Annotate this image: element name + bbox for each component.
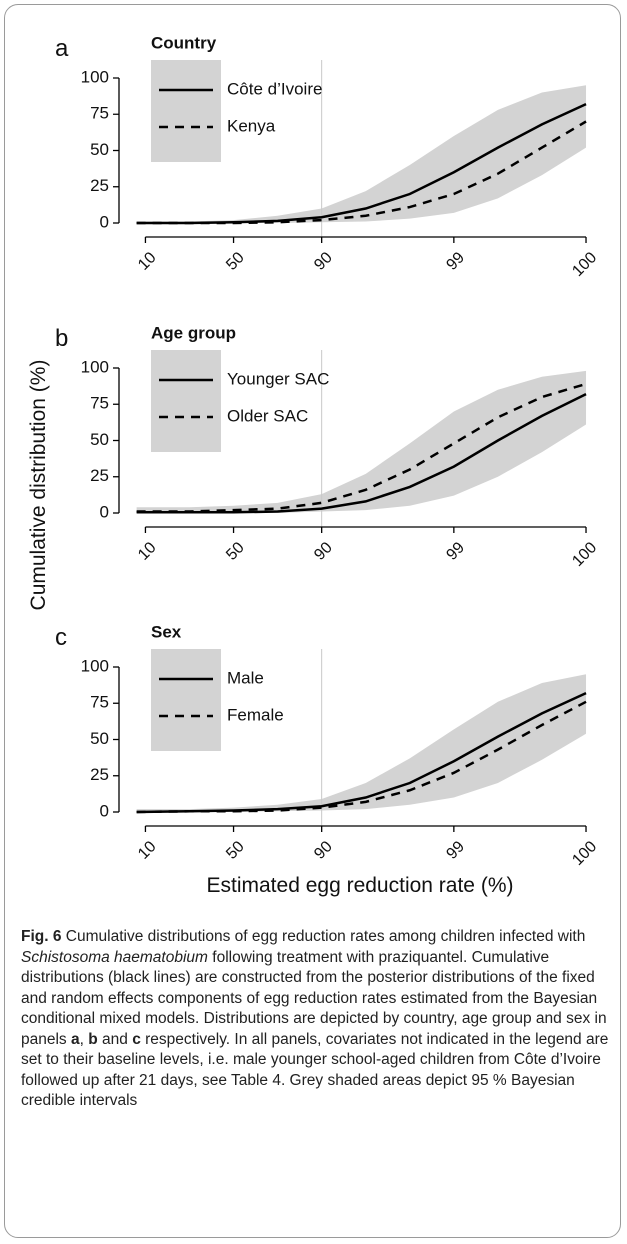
x-tick-label: 50 [223, 249, 248, 274]
credible-band [136, 674, 587, 812]
panel: c Sex Male Female 0 25 50 75 100 10 50 90 99 100 [55, 622, 600, 869]
legend-title: Age group [151, 323, 236, 342]
caption-text: Fig. 6 [21, 928, 62, 945]
x-tick-label: 100 [569, 539, 600, 570]
caption-text: a [70, 1030, 80, 1048]
x-tick-label: 10 [135, 838, 160, 863]
y-tick-label: 75 [90, 394, 109, 413]
x-tick-label: 10 [135, 249, 160, 274]
y-tick-label: 0 [100, 212, 109, 231]
panel-label: c [55, 624, 67, 651]
caption-text: c [132, 1030, 141, 1048]
legend-key-box [151, 649, 221, 751]
figure: Cumulative distribution (%) Estimated eg… [27, 33, 600, 897]
series-line [136, 392, 587, 514]
x-tick-label: 99 [443, 838, 468, 863]
y-tick-label: 100 [81, 357, 109, 376]
x-tick-label: 50 [223, 539, 248, 564]
legend-label: Younger SAC [227, 369, 329, 388]
caption-text: Cumulative distributions of egg reductio… [61, 928, 586, 945]
caption-text: respectively. In all panels, covariates … [21, 1030, 609, 1110]
x-tick-label: 99 [443, 249, 468, 274]
caption-text: , [79, 1030, 89, 1048]
y-tick-label: 50 [90, 430, 109, 449]
y-tick-label: 100 [81, 656, 109, 675]
panel-label: a [55, 35, 69, 62]
x-tick-label: 50 [223, 838, 248, 863]
legend-label: Côte d’Ivoire [227, 79, 322, 98]
legend-key-box [151, 350, 221, 452]
x-tick-label: 100 [569, 838, 600, 869]
y-tick-label: 0 [100, 801, 109, 820]
legend-label: Female [227, 705, 284, 724]
legend-label: Male [227, 668, 264, 687]
legend-label: Older SAC [227, 406, 308, 425]
y-tick-label: 50 [90, 140, 109, 159]
y-tick-label: 75 [90, 693, 109, 712]
x-tick-label: 99 [443, 539, 468, 564]
legend-label: Kenya [227, 116, 276, 135]
y-tick-label: 25 [90, 466, 109, 485]
x-tick-label: 90 [311, 838, 336, 863]
series-line [136, 700, 587, 814]
x-tick-label: 90 [311, 539, 336, 564]
caption: Fig. 6 Cumulative distributions of egg r… [21, 927, 611, 1112]
series-line [136, 382, 587, 513]
y-tick-label: 0 [100, 502, 109, 521]
panel-label: b [55, 325, 68, 352]
x-tick-label: 100 [569, 249, 600, 280]
figure-frame: Cumulative distribution (%) Estimated eg… [4, 4, 621, 1238]
y-tick-label: 50 [90, 729, 109, 748]
y-axis-label: Cumulative distribution (%) [27, 360, 50, 611]
caption-text: Schistosoma haematobium [21, 948, 208, 966]
x-tick-label: 10 [135, 539, 160, 564]
panel: a Country Côte d’Ivoire Kenya 0 25 50 75 100 10 50… [55, 33, 600, 280]
caption-text: following treatment with praziquantel. C… [21, 948, 607, 1048]
legend-title: Sex [151, 622, 182, 641]
caption-text: and [97, 1030, 133, 1048]
y-tick-label: 100 [81, 67, 109, 86]
legend-title: Country [151, 33, 217, 52]
y-tick-label: 25 [90, 765, 109, 784]
x-tick-label: 90 [311, 249, 336, 274]
credible-band [136, 370, 587, 513]
series-line [136, 120, 587, 225]
credible-band [136, 85, 587, 223]
panel: b Age group Younger SAC Older SAC 0 25 50 75 100… [55, 323, 600, 570]
y-tick-label: 75 [90, 104, 109, 123]
y-tick-label: 25 [90, 176, 109, 195]
legend-key-box [151, 60, 221, 162]
x-axis-label: Estimated egg reduction rate (%) [207, 874, 514, 897]
caption-text: b [88, 1030, 98, 1048]
